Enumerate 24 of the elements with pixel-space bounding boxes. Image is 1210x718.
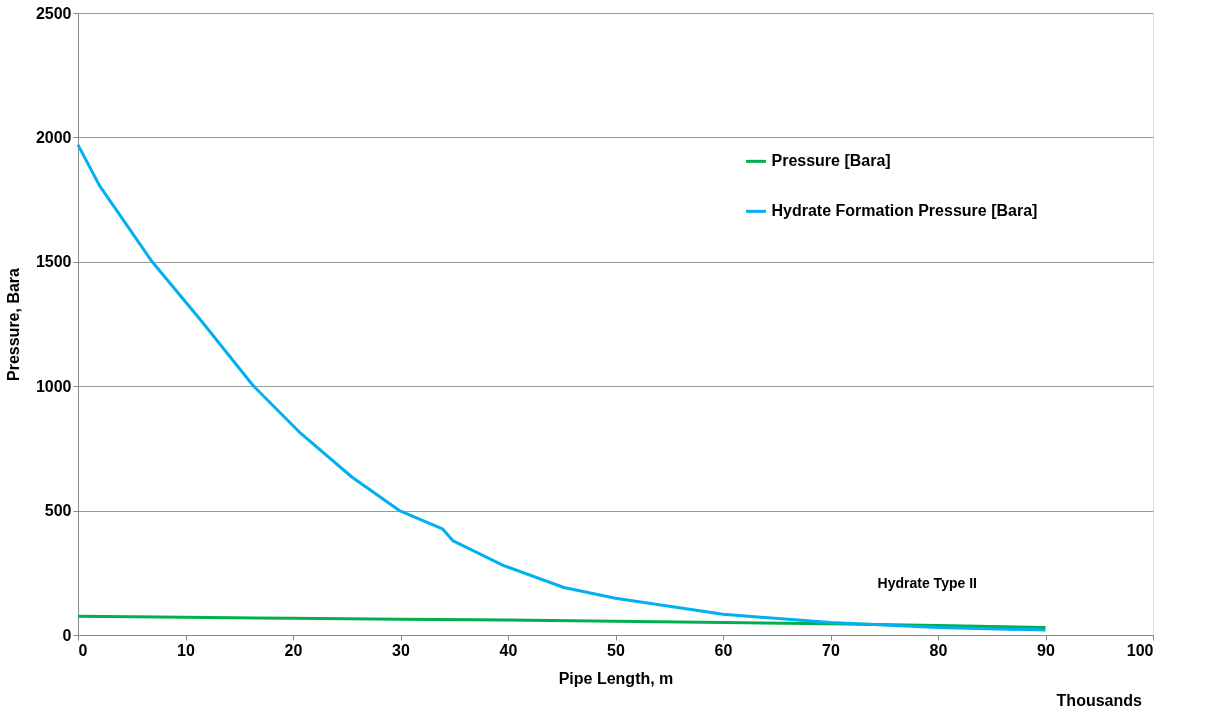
x-tick-label: 80: [929, 641, 948, 659]
x-tick-label: 60: [714, 641, 733, 659]
y-tick-label: 2500: [35, 4, 72, 22]
y-tick-label: 1500: [35, 253, 72, 271]
x-tick-label: 20: [284, 641, 303, 659]
x-tick-label: 30: [392, 641, 410, 659]
y-tick-label: 0: [62, 626, 72, 644]
annotation: Hydrate Type II: [877, 575, 977, 591]
y-tick-label: 2000: [35, 128, 72, 146]
x-tick-label: 90: [1037, 641, 1055, 659]
legend-label: Pressure [Bara]: [771, 152, 891, 170]
x-tick-label: 0: [78, 641, 88, 659]
x-axis-title: Pipe Length, m: [558, 669, 674, 687]
legend-label: Hydrate Formation Pressure [Bara]: [771, 202, 1038, 220]
x-tick-label: 40: [499, 641, 518, 659]
x-tick-label: 70: [822, 641, 840, 659]
y-axis-title: Pressure, Bara: [4, 267, 22, 381]
text: Thousands: [1056, 692, 1143, 709]
y-tick-label: 1000: [35, 377, 72, 395]
x-tick-label: 50: [607, 641, 625, 659]
line-series: [76, 143, 1047, 632]
x-tick-label: 100: [1126, 641, 1154, 659]
y-tick-label: 500: [44, 502, 72, 520]
x-tick-label: 10: [177, 641, 195, 659]
